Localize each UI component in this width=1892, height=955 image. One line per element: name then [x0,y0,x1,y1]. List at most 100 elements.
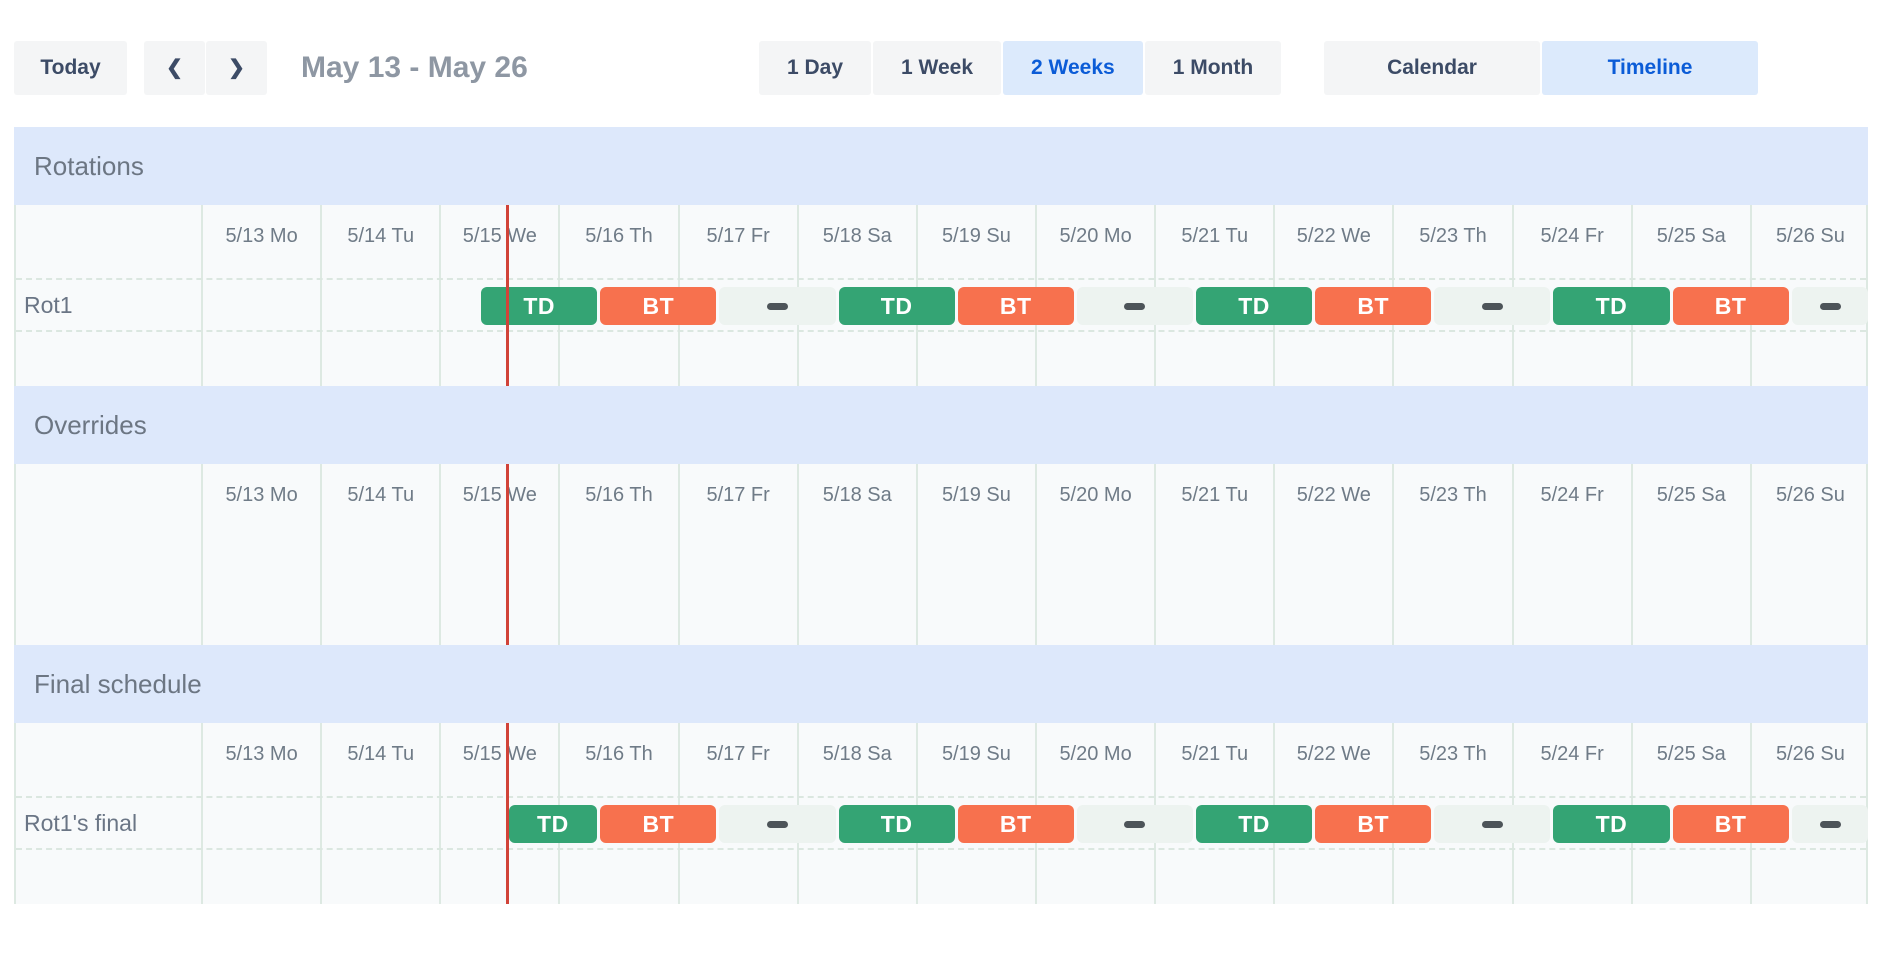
row-label: Rot1 [24,291,73,318]
now-line [506,464,509,645]
date-header-cell: 5/13 Mo [202,723,321,796]
date-label: 5/25 Sa [1656,484,1726,506]
date-label: 5/15 We [462,484,537,506]
empty-row [16,537,1866,645]
date-label: 5/23 Th [1419,225,1487,247]
section-title: Rotations [34,150,144,181]
date-header-cell: 5/25 Sa [1632,464,1751,537]
date-label: 5/24 Fr [1540,743,1604,765]
section-overrides: Overrides 5/13 Mo 5/14 Tu 5/15 We 5/16 Th 5/1… [14,386,1868,645]
shift-block-bt[interactable]: BT [600,287,717,325]
toolbar: Today ❮ ❯ May 13 - May 26 1 Day 1 Week 2 W… [0,41,1892,95]
date-label: 5/24 Fr [1540,484,1604,506]
date-header-row: 5/13 Mo 5/14 Tu 5/15 We 5/16 Th 5/17 Fr 5/18 … [16,723,1866,796]
date-label: 5/26 Su [1775,484,1845,506]
view-range-button-group: 1 Day 1 Week 2 Weeks 1 Month [759,41,1282,95]
prev-button[interactable]: ❮ [144,41,205,95]
shift-block-td[interactable]: TD [1195,805,1313,843]
date-label: 5/26 Su [1775,743,1845,765]
shift-block-bt[interactable]: BT [957,287,1074,325]
date-header-cell: 5/20 Mo [1036,464,1155,537]
date-label: 5/24 Fr [1540,225,1604,247]
date-header-cell: 5/23 Th [1393,205,1512,278]
date-header-cell: 5/19 Su [917,205,1036,278]
gap-dash-icon [1124,302,1146,310]
date-header-cell: 5/14 Tu [321,464,440,537]
shift-block-td[interactable]: TD [481,287,598,325]
column-separator [201,464,203,645]
column-separator [320,723,323,904]
column-separator [201,205,203,386]
shift-block-td[interactable]: TD [1553,805,1670,843]
date-label: 5/18 Sa [822,225,892,247]
column-separator [558,464,561,645]
date-label: 5/16 Th [585,743,653,765]
date-label: 5/18 Sa [822,484,892,506]
date-label: 5/21 Tu [1181,484,1249,506]
date-header-cell: 5/20 Mo [1036,205,1155,278]
date-header-cell: 5/24 Fr [1513,464,1632,537]
shift-block-td[interactable]: TD [1195,287,1313,325]
gap-block [719,287,836,325]
view-button-1-month[interactable]: 1 Month [1144,41,1282,95]
shift-block-bt[interactable]: BT [1315,287,1432,325]
column-separator [1035,464,1037,645]
shift-block-bt[interactable]: BT [1315,805,1432,843]
column-separator [915,464,918,645]
date-header-cell: 5/24 Fr [1513,723,1632,796]
date-label: 5/20 Mo [1059,743,1132,765]
today-button[interactable]: Today [14,41,127,95]
date-label: 5/25 Sa [1656,743,1726,765]
shift-block-td[interactable]: TD [838,805,955,843]
date-header-cell: 5/16 Th [559,205,678,278]
shift-block-label: BT [1714,810,1747,837]
date-label: 5/16 Th [585,225,653,247]
date-header-row: 5/13 Mo 5/14 Tu 5/15 We 5/16 Th 5/17 Fr 5/18 … [16,205,1866,278]
date-header-cell: 5/21 Tu [1155,464,1274,537]
column-separator [796,464,799,645]
date-header-cell: 5/18 Sa [798,464,917,537]
gap-dash-icon [1481,820,1503,828]
schedule-sections: Rotations 5/13 Mo 5/14 Tu 5/15 We 5/16 Th 5/1… [14,127,1869,904]
next-button[interactable]: ❯ [206,41,267,95]
date-label: 5/25 Sa [1656,225,1726,247]
date-label: 5/21 Tu [1181,743,1249,765]
date-header-cell: 5/26 Su [1751,205,1870,278]
date-header-cell: 5/22 We [1274,464,1393,537]
empty-row [16,850,1866,904]
shift-block-td[interactable]: TD [838,287,955,325]
date-label: 5/22 We [1296,225,1371,247]
column-separator [201,723,203,904]
mode-button-calendar[interactable]: Calendar [1324,41,1540,95]
shift-block-td[interactable]: TD [1553,287,1670,325]
shift-block-label: TD [523,292,555,319]
rotation-row: Rot1 TD BT TD BT TD BT TD BT [16,278,1869,332]
section-title: Overrides [34,409,147,440]
mode-button-timeline[interactable]: Timeline [1542,41,1758,95]
now-line [506,205,509,386]
section-header: Rotations [14,127,1868,205]
chevron-right-icon: ❯ [228,57,245,79]
shift-block-bt[interactable]: BT [1672,287,1789,325]
column-separator [677,464,680,645]
date-header-cell: 5/26 Su [1751,723,1870,796]
shift-block-label: BT [642,810,675,837]
shift-block-bt[interactable]: BT [600,805,717,843]
date-label: 5/14 Tu [347,225,415,247]
date-label: 5/17 Fr [706,743,770,765]
date-label: 5/16 Th [585,484,653,506]
view-button-1-day[interactable]: 1 Day [759,41,872,95]
shift-block-bt[interactable]: BT [1672,805,1789,843]
shift-block-td[interactable]: TD [508,805,598,843]
view-button-1-week[interactable]: 1 Week [873,41,1002,95]
date-label: 5/13 Mo [225,225,298,247]
shift-block-bt[interactable]: BT [957,805,1074,843]
column-separator [1749,464,1752,645]
timeline-grid: 5/13 Mo 5/14 Tu 5/15 We 5/16 Th 5/17 Fr 5/18 … [14,464,1868,645]
gap-dash-icon [766,820,788,828]
view-button-2-weeks[interactable]: 2 Weeks [1003,41,1143,95]
date-label: 5/20 Mo [1059,225,1132,247]
row-label: Rot1's final [24,809,138,836]
date-header-row: 5/13 Mo 5/14 Tu 5/15 We 5/16 Th 5/17 Fr 5/18 … [16,464,1866,537]
date-label: 5/13 Mo [225,484,298,506]
